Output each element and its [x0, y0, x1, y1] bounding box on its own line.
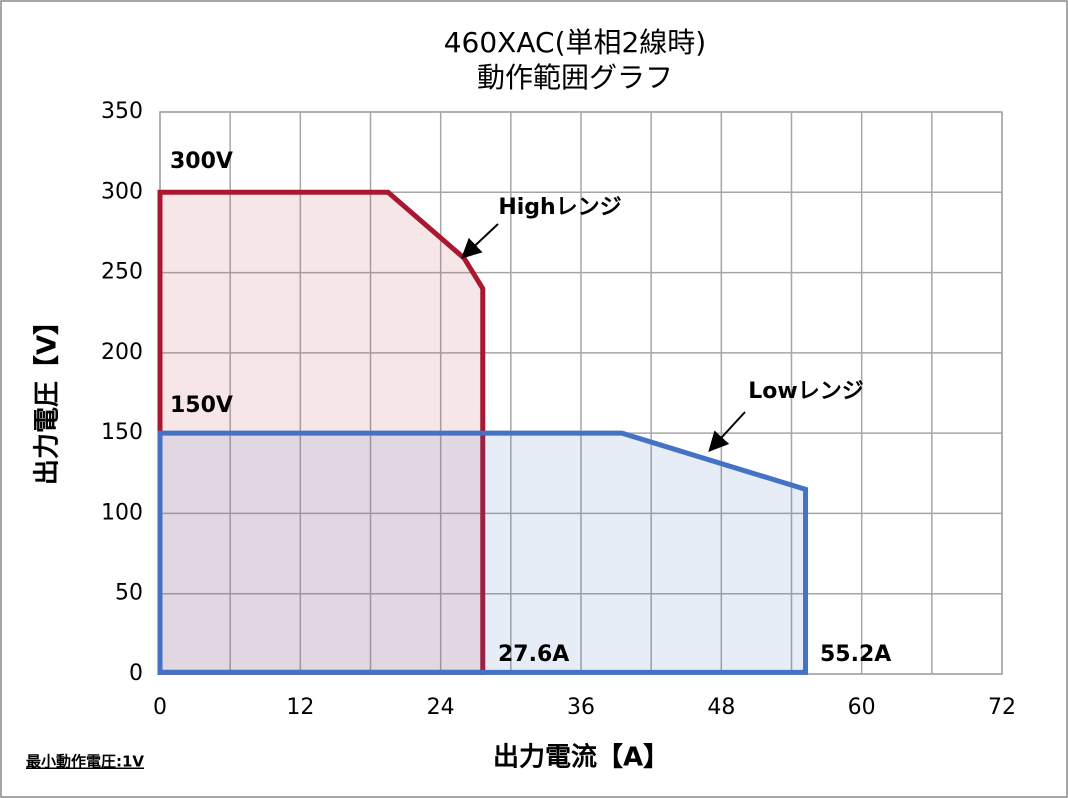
range-area: [157, 430, 809, 675]
plot: Highレンジ Lowレンジ 300V 150V 27.6A 55.2A: [157, 149, 891, 675]
arrow: [461, 223, 499, 259]
chart-title: 460XAC(単相2線時): [444, 26, 707, 59]
y-tick-label: 300: [101, 179, 143, 204]
grid: 0 50 100 150 200 250 300 350 0 12 24 36 48 60 72: [101, 99, 1016, 720]
y-tick-label: 350: [101, 99, 143, 124]
y-tick-label: 250: [101, 260, 143, 285]
x-tick-label: 24: [427, 695, 455, 720]
y-tick-label: 150: [101, 420, 143, 445]
x-tick-label: 60: [848, 695, 876, 720]
series-label: Highレンジ: [498, 195, 621, 220]
series-label: Lowレンジ: [748, 379, 863, 404]
x-tick-label: 12: [286, 695, 314, 720]
x-tick-label: 0: [153, 695, 167, 720]
x-tick-label: 72: [988, 695, 1016, 720]
annotation: 300V: [170, 149, 233, 174]
annotation: 150V: [170, 393, 233, 418]
x-axis-label: 出力電流【A】: [493, 743, 669, 773]
arrow: [708, 411, 746, 452]
y-tick-label: 200: [101, 340, 143, 365]
annotation: 27.6A: [498, 642, 569, 667]
chart-subtitle: 動作範囲グラフ: [477, 61, 673, 94]
y-tick-label: 50: [115, 581, 143, 606]
y-axis-label: 出力電圧【V】: [33, 309, 63, 485]
x-tick-label: 48: [707, 695, 735, 720]
y-tick-label: 0: [129, 661, 143, 686]
y-tick-label: 100: [101, 500, 143, 525]
note: 最小動作電圧:1V: [26, 753, 144, 771]
x-tick-label: 36: [567, 695, 595, 720]
annotation: 55.2A: [820, 642, 891, 667]
